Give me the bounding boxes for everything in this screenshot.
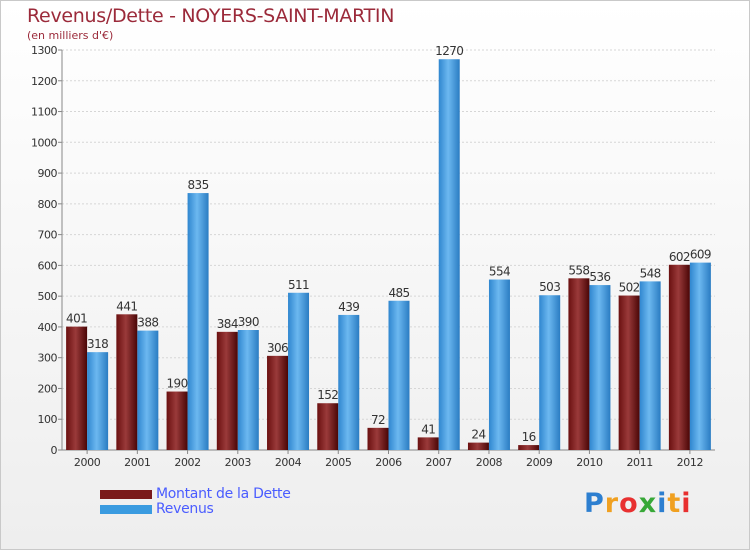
- y-tick-label: 100: [38, 413, 58, 426]
- y-tick-label: 1200: [31, 75, 57, 88]
- legend-label-revenus: Revenus: [156, 501, 214, 517]
- y-tick-label: 600: [38, 259, 58, 272]
- y-tick-label: 700: [38, 229, 58, 242]
- bar-dette: [518, 445, 540, 450]
- x-tick-label: 2010: [576, 456, 603, 469]
- bar-dette: [568, 278, 590, 450]
- bar-dette: [467, 442, 489, 450]
- data-label-revenus: 536: [589, 270, 610, 284]
- bar-revenus: [288, 292, 310, 450]
- data-label-revenus: 485: [388, 286, 409, 300]
- y-tick-label: 1000: [31, 136, 57, 149]
- data-label-revenus: 390: [238, 315, 259, 329]
- y-tick-label: 1300: [31, 44, 57, 57]
- data-label-revenus: 388: [137, 316, 158, 330]
- logo-letter: r: [604, 488, 620, 519]
- bar-dette: [668, 264, 690, 450]
- bar-revenus: [539, 295, 561, 450]
- data-label-revenus: 1270: [435, 44, 463, 58]
- legend-label-dette: Montant de la Dette: [156, 486, 291, 502]
- x-tick-label: 2003: [225, 456, 252, 469]
- data-label-revenus: 554: [489, 265, 510, 279]
- y-tick-label: 1100: [31, 106, 57, 119]
- data-label-revenus: 318: [87, 337, 108, 351]
- data-label-dette: 306: [267, 341, 288, 355]
- data-label-dette: 384: [217, 317, 238, 331]
- bar-revenus: [438, 59, 460, 450]
- data-label-revenus: 548: [640, 266, 661, 280]
- data-label-revenus: 835: [188, 178, 209, 192]
- x-tick-label: 2006: [375, 456, 402, 469]
- data-label-revenus: 609: [690, 248, 711, 262]
- bar-dette: [367, 427, 389, 450]
- proxiti-logo: Proxiti: [584, 488, 692, 519]
- bar-dette: [317, 403, 339, 450]
- y-tick-label: 900: [38, 167, 58, 180]
- bar-dette: [116, 314, 138, 450]
- y-tick-label: 0: [51, 444, 58, 457]
- data-label-dette: 602: [669, 250, 690, 264]
- y-tick-label: 400: [38, 321, 58, 334]
- bar-revenus: [137, 330, 159, 450]
- legend-swatch-dette: [100, 489, 152, 499]
- bar-revenus: [639, 281, 661, 450]
- data-label-dette: 152: [317, 388, 338, 402]
- data-label-dette: 16: [522, 430, 536, 444]
- data-label-dette: 441: [116, 299, 137, 313]
- bar-revenus: [187, 193, 209, 451]
- data-label-dette: 401: [66, 312, 87, 326]
- logo-letter: x: [638, 488, 658, 519]
- logo-letter: i: [657, 488, 668, 519]
- data-label-dette: 502: [619, 281, 640, 295]
- data-label-revenus: 439: [338, 300, 359, 314]
- legend-item-dette: Montant de la Dette: [100, 486, 291, 502]
- logo-letter: P: [584, 488, 605, 519]
- data-label-revenus: 503: [539, 280, 560, 294]
- legend-item-revenus: Revenus: [100, 501, 214, 517]
- chart-subtitle: (en milliers d'€): [27, 29, 114, 42]
- y-tick-label: 300: [38, 352, 58, 365]
- bar-revenus: [237, 330, 259, 450]
- data-label-dette: 41: [421, 422, 435, 436]
- x-tick-label: 2005: [325, 456, 352, 469]
- bar-dette: [66, 326, 88, 450]
- logo-letter: t: [667, 488, 682, 519]
- x-tick-label: 2000: [74, 456, 101, 469]
- x-tick-label: 2008: [476, 456, 503, 469]
- x-tick-label: 2002: [174, 456, 200, 469]
- bar-dette: [618, 295, 640, 450]
- x-tick-label: 2004: [275, 456, 302, 469]
- data-label-revenus: 511: [288, 278, 309, 292]
- y-tick-label: 800: [38, 198, 58, 211]
- data-label-dette: 558: [568, 263, 589, 277]
- bar-dette: [216, 331, 238, 450]
- bar-revenus: [338, 314, 360, 450]
- data-label-dette: 190: [167, 377, 188, 391]
- x-tick-label: 2012: [677, 456, 703, 469]
- bar-revenus: [589, 285, 611, 450]
- x-tick-label: 2007: [426, 456, 453, 469]
- bar-dette: [267, 355, 289, 450]
- bar-revenus: [488, 279, 510, 450]
- data-label-dette: 24: [471, 428, 485, 442]
- x-tick-label: 2009: [526, 456, 553, 469]
- chart-title: Revenus/Dette - NOYERS-SAINT-MARTIN: [27, 5, 395, 27]
- logo-letter: i: [681, 488, 692, 519]
- x-tick-label: 2011: [626, 456, 652, 469]
- y-tick-label: 500: [38, 290, 58, 303]
- logo-letter: o: [619, 488, 639, 519]
- bar-revenus: [87, 352, 109, 450]
- y-tick-label: 200: [38, 382, 58, 395]
- bar-revenus: [388, 300, 410, 450]
- bar-revenus: [689, 262, 711, 450]
- x-tick-label: 2001: [124, 456, 150, 469]
- bar-dette: [417, 437, 439, 450]
- data-label-dette: 72: [371, 413, 385, 427]
- bar-dette: [166, 391, 188, 450]
- legend-swatch-revenus: [100, 504, 152, 514]
